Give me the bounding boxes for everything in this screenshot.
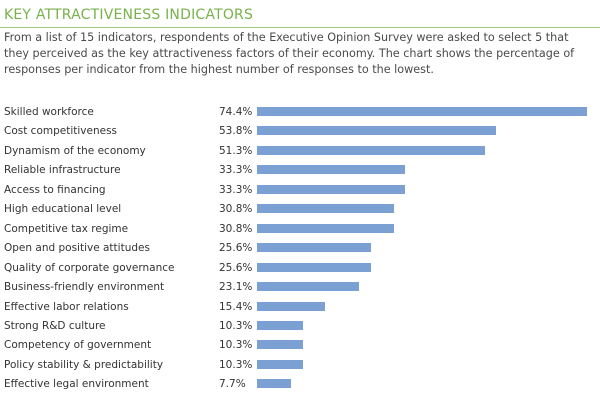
category-label: Competency of government xyxy=(4,339,152,352)
chart-row: Reliable infrastructure 33.3% xyxy=(0,162,600,181)
category-label: Skilled workforce xyxy=(4,106,94,118)
value-label: 53.8% xyxy=(219,125,253,138)
bar xyxy=(257,243,371,253)
bar xyxy=(257,165,405,175)
chart-row: Competitive tax regime 30.8% xyxy=(0,221,600,240)
category-label: Open and positive attitudes xyxy=(4,242,150,255)
bar xyxy=(257,223,394,233)
value-label: 51.3% xyxy=(219,144,253,157)
chart-description: From a list of 15 indicators, respondent… xyxy=(4,31,575,76)
bar xyxy=(257,204,394,214)
bar xyxy=(257,184,405,194)
chart-row: Strong R&D culture 10.3% xyxy=(0,318,600,337)
chart-row: Policy stability & predictability 10.3% xyxy=(0,357,600,376)
chart-row: High educational level 30.8% xyxy=(0,201,600,220)
chart-row: Quality of corporate governance 25.6% xyxy=(0,260,600,279)
chart-row: Effective legal environment 7.7% xyxy=(0,376,600,395)
value-label: 30.8% xyxy=(219,222,253,235)
chart-row: Effective labor relations 15.4% xyxy=(0,299,600,318)
category-label: Competitive tax regime xyxy=(4,222,129,235)
category-label: Business-friendly environment xyxy=(4,281,165,294)
title-divider xyxy=(0,27,600,28)
value-label: 7.7% xyxy=(219,378,246,391)
bar xyxy=(257,262,371,272)
value-label: 10.3% xyxy=(219,339,253,352)
category-label: Policy stability & predictability xyxy=(4,358,164,371)
category-label: Effective labor relations xyxy=(4,300,129,313)
chart-row: Access to financing 33.3% xyxy=(0,182,600,201)
value-label: 23.1% xyxy=(219,281,253,294)
chart-row: Competency of government 10.3% xyxy=(0,337,600,356)
value-label: 25.6% xyxy=(219,261,253,274)
value-label: 10.3% xyxy=(219,319,253,332)
bar xyxy=(257,359,303,369)
bar xyxy=(257,301,326,311)
bar-chart: Skilled workforce 74.4% Cost competitivene… xyxy=(0,104,600,400)
bar xyxy=(257,145,485,155)
chart-row: Skilled workforce 74.4% xyxy=(0,104,600,123)
chart-row: Open and positive attitudes 25.6% xyxy=(0,240,600,259)
bar xyxy=(257,282,360,292)
value-label: 30.8% xyxy=(219,203,253,216)
value-label: 33.3% xyxy=(219,183,253,196)
bar xyxy=(257,379,292,389)
value-label: 25.6% xyxy=(219,242,253,255)
category-label: Access to financing xyxy=(4,183,106,196)
category-label: High educational level xyxy=(4,203,122,216)
bar xyxy=(257,126,496,136)
value-label: 74.4% xyxy=(219,106,253,118)
value-label: 15.4% xyxy=(219,300,253,313)
chart-row: Cost competitiveness 53.8% xyxy=(0,123,600,142)
category-label: Dynamism of the economy xyxy=(4,144,146,157)
value-label: 10.3% xyxy=(219,358,253,371)
chart-row: Business-friendly environment 23.1% xyxy=(0,279,600,298)
category-label: Strong R&D culture xyxy=(4,319,106,332)
category-label: Quality of corporate governance xyxy=(4,261,175,274)
category-label: Reliable infrastructure xyxy=(4,164,121,177)
chart-row: Dynamism of the economy 51.3% xyxy=(0,143,600,162)
bar xyxy=(257,320,303,330)
category-label: Cost competitiveness xyxy=(4,125,118,138)
bar xyxy=(257,107,587,116)
chart-title: KEY ATTRACTIVENESS INDICATORS xyxy=(4,7,254,23)
category-label: Effective legal environment xyxy=(4,378,149,391)
bar xyxy=(257,340,303,350)
value-label: 33.3% xyxy=(219,164,253,177)
